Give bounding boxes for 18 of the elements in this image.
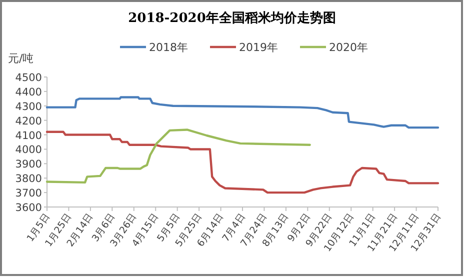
y-tick-label: 3800	[15, 173, 42, 186]
line-series	[46, 128, 311, 184]
y-tick-label: 4000	[15, 144, 42, 156]
y-tick-label: 3600	[15, 202, 42, 214]
y-tick-label: 4200	[15, 115, 42, 128]
y-tick-label: 3700	[15, 188, 42, 200]
y-axis-title: 元/吨	[8, 52, 34, 65]
y-tick-label: 4500	[15, 72, 42, 84]
y-tick-label: 3900	[15, 158, 42, 171]
y-tick-label: 4300	[15, 100, 42, 113]
y-tick-label: 4100	[15, 130, 42, 142]
chart-title: 2018-2020年全国稻米均价走势图	[128, 10, 336, 26]
line-series	[46, 130, 440, 194]
legend-label: 2018年	[149, 41, 188, 54]
legend-label: 2020年	[329, 41, 368, 54]
y-tick-label: 4400	[15, 86, 42, 98]
legend-label: 2019年	[239, 41, 278, 54]
line-series	[46, 96, 440, 129]
